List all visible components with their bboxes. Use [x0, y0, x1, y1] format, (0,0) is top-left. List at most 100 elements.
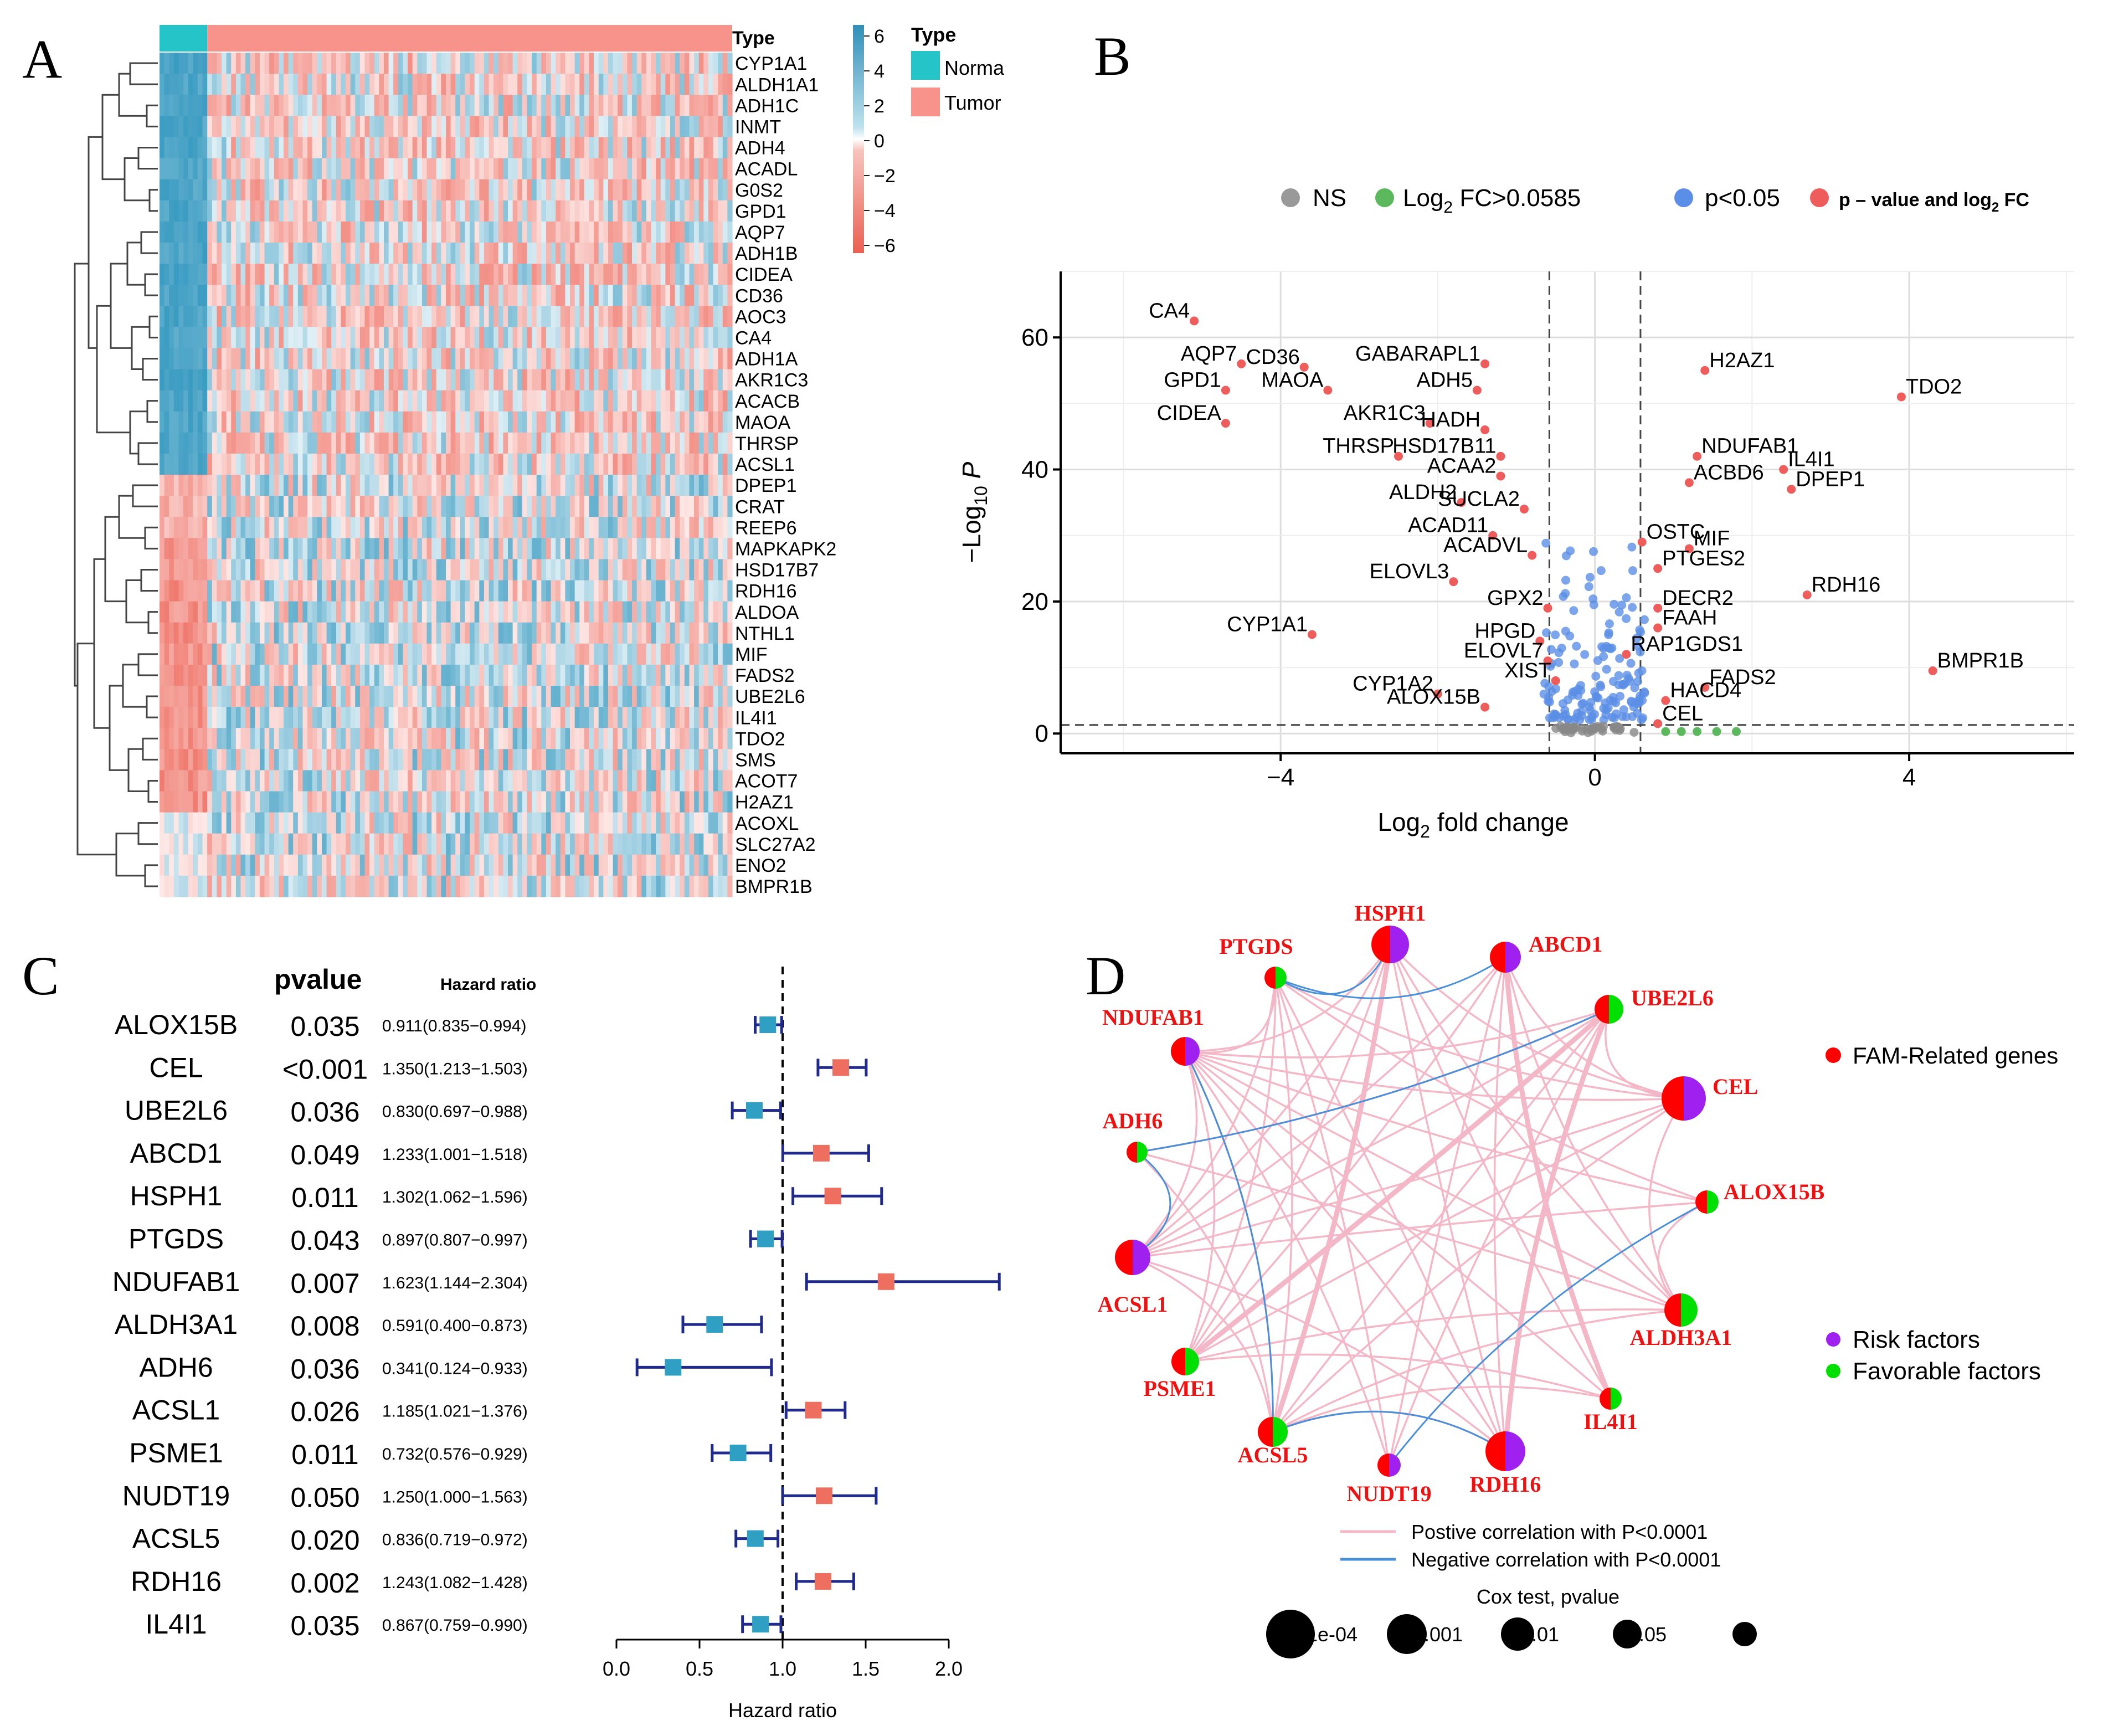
heatmap-row-ADH1C — [160, 95, 733, 116]
edge-pos-ABCD1-IL4I1 — [1503, 957, 1613, 1400]
type-bar-tumor — [207, 25, 733, 52]
volcano-label-CYP1A2: CYP1A2 — [1353, 672, 1433, 696]
scale-tick-1: 4 — [874, 61, 885, 82]
volcano-label-GABARAPL1: GABARAPL1 — [1355, 342, 1480, 366]
volcano-label-AQP7: AQP7 — [1181, 342, 1237, 366]
gene-label-MAOA: MAOA — [735, 412, 790, 433]
legend-p-label: p<0.05 — [1705, 184, 1780, 212]
network-node-IL4I1: IL4I1 — [1583, 1388, 1638, 1434]
forest-row-RDH16: RDH16 0.002 1.243(1.082−1.428) — [131, 1566, 855, 1599]
forest-gene-PSME1: PSME1 — [129, 1437, 223, 1468]
color-scale-bar — [853, 25, 864, 253]
network-node-NDUFAB1: NDUFAB1 — [1102, 1005, 1204, 1066]
forest-box-PTGDS — [757, 1230, 774, 1247]
volcano-point-CA4: CA4 — [1149, 299, 1199, 326]
network-label-HSPH1: HSPH1 — [1355, 901, 1426, 926]
heatmap-row-BMPR1B — [160, 875, 733, 897]
type-bar-label: Type — [732, 28, 775, 49]
heatmap-row-CIDEA — [160, 264, 733, 285]
volcano-label-XIST: XIST — [1504, 659, 1551, 682]
network-node-ABCD1: ABCD1 — [1490, 932, 1602, 973]
network-node-PTGDS: PTGDS — [1219, 934, 1293, 989]
volcano-dot-ALOX15B — [1480, 702, 1490, 712]
volcano-dot-DECR2 — [1653, 603, 1663, 613]
gene-label-TDO2: TDO2 — [735, 728, 785, 749]
forest-hr-ACSL5: 0.836(0.719−0.972) — [382, 1531, 528, 1549]
forest-row-ALOX15B: ALOX15B 0.035 0.911(0.835−0.994) — [115, 1009, 783, 1042]
scale-tick-5: −4 — [874, 201, 896, 222]
legend-risk-dot — [1826, 1332, 1840, 1347]
network-label-ALDH3A1: ALDH3A1 — [1630, 1325, 1732, 1350]
forest-row-PSME1: PSME1 0.011 0.732(0.576−0.929) — [129, 1437, 773, 1470]
volcano-point-HPGD: HPGD — [1475, 619, 1545, 646]
volcano-point-ELOVL3: ELOVL3 — [1370, 560, 1458, 587]
volcano-label-NDUFAB1: NDUFAB1 — [1701, 435, 1798, 458]
forest-box-IL4I1 — [752, 1616, 769, 1633]
volcano-point-OSTC: OSTC — [1637, 521, 1705, 547]
heatmap-row-TDO2 — [160, 728, 733, 749]
legend-cox-title: Cox test, pvalue — [1477, 1585, 1619, 1608]
edge-pos-ALOX15B-ALDH3A1 — [1657, 1201, 1708, 1311]
legend-normal-swatch — [911, 51, 940, 80]
forest-rows: ALOX15B 0.035 0.911(0.835−0.994) CEL <0.001 1… — [112, 967, 1001, 1641]
volcano-dot-MIF — [1684, 544, 1694, 553]
edge-pos-CEL-ALDH3A1 — [1648, 1098, 1685, 1311]
forest-row-ABCD1: ABCD1 0.049 1.233(1.001−1.518) — [130, 1138, 870, 1170]
edge-pos-ALOX15B-NDUFAB1 — [1185, 1050, 1708, 1203]
volcano-point-NDUFAB1: NDUFAB1 — [1693, 435, 1798, 461]
edge-pos-ALDH3A1-NDUFAB1 — [1185, 1050, 1682, 1311]
volcano-dot-HPGD — [1535, 636, 1545, 646]
heatmap-row-ADH1B — [160, 242, 733, 264]
volcano-label-CEL: CEL — [1662, 702, 1703, 725]
network-node-ADH6: ADH6 — [1103, 1108, 1163, 1163]
volcano-dot-CEL — [1653, 719, 1663, 728]
volcano-label-THRSP: THRSP — [1323, 435, 1394, 458]
forest-box-UBE2L6 — [746, 1102, 763, 1119]
forest-pvalue-ALOX15B: 0.035 — [290, 1011, 359, 1042]
panel-label-a: A — [22, 28, 62, 90]
volcano-point-HSD17B11: HSD17B11 — [1392, 435, 1505, 461]
forest-row-ADH6: ADH6 0.036 0.341(0.124−0.933) — [139, 1352, 773, 1384]
edge-pos-CEL-ACSL5 — [1272, 1097, 1684, 1433]
gene-label-CA4: CA4 — [735, 328, 772, 349]
gene-label-ACOT7: ACOT7 — [735, 771, 798, 792]
forest-pvalue-PTGDS: 0.043 — [290, 1225, 359, 1256]
edge-pos-UBE2L6-ACSL1 — [1132, 1008, 1610, 1259]
volcano-dot-RDH16 — [1802, 590, 1812, 599]
panel-label-d: D — [1086, 945, 1125, 1006]
volcano-point-H2AZ1: H2AZ1 — [1700, 349, 1775, 375]
edge-neg-ADH6-ACSL1 — [1132, 1151, 1171, 1259]
volcano-point-PTGES2: PTGES2 — [1653, 547, 1745, 573]
volcano-label-PTGES2: PTGES2 — [1662, 547, 1745, 570]
gene-label-ACOXL: ACOXL — [735, 813, 799, 834]
forest-pvalue-CEL: <0.001 — [282, 1054, 368, 1085]
legend-ns-label: NS — [1313, 184, 1346, 212]
volcano-label-ALOX15B: ALOX15B — [1387, 686, 1480, 709]
forest-row-ACSL1: ACSL1 0.026 1.185(1.021−1.376) — [132, 1395, 847, 1427]
forest-box-ACSL5 — [747, 1530, 764, 1547]
forest-gene-ACSL5: ACSL5 — [132, 1523, 220, 1554]
network-node-NUDT19: NUDT19 — [1346, 1453, 1432, 1506]
gene-label-ADH1B: ADH1B — [735, 243, 798, 264]
forest-pvalue-HSPH1: 0.011 — [291, 1182, 358, 1213]
gene-label-HSD17B7: HSD17B7 — [735, 560, 819, 581]
heatmap-row-CD36 — [160, 285, 733, 306]
edge-pos-PSME1-NDUFAB1 — [1184, 1051, 1216, 1362]
gene-label-AQP7: AQP7 — [735, 222, 785, 243]
heatmap-row-FADS2 — [160, 664, 733, 686]
network-node-HSPH1: HSPH1 — [1355, 901, 1426, 963]
volcano-dot-HADH — [1480, 425, 1490, 435]
forest-hr-PSME1: 0.732(0.576−0.929) — [382, 1445, 528, 1463]
heatmap-row-DPEP1 — [160, 475, 733, 496]
legend-clip — [1004, 44, 1026, 127]
heatmap-row-AKR1C3 — [160, 369, 733, 391]
forest-panel: pvalue Hazard ratio ALOX15B 0.035 0.911(0.… — [112, 964, 1001, 1722]
edge-neg-ALOX15B-NUDT19 — [1388, 1201, 1708, 1466]
legend-normal-label: Normal — [944, 57, 1009, 79]
forest-box-ABCD1 — [813, 1144, 830, 1162]
network-node-ACSL5: ACSL5 — [1238, 1417, 1308, 1467]
forest-row-PTGDS: PTGDS 0.043 0.897(0.807−0.997) — [128, 1224, 784, 1256]
volcano-dot-FADS2 — [1700, 682, 1710, 692]
forest-gene-UBE2L6: UBE2L6 — [125, 1095, 228, 1126]
volcano-label-ACAA2: ACAA2 — [1427, 454, 1497, 477]
